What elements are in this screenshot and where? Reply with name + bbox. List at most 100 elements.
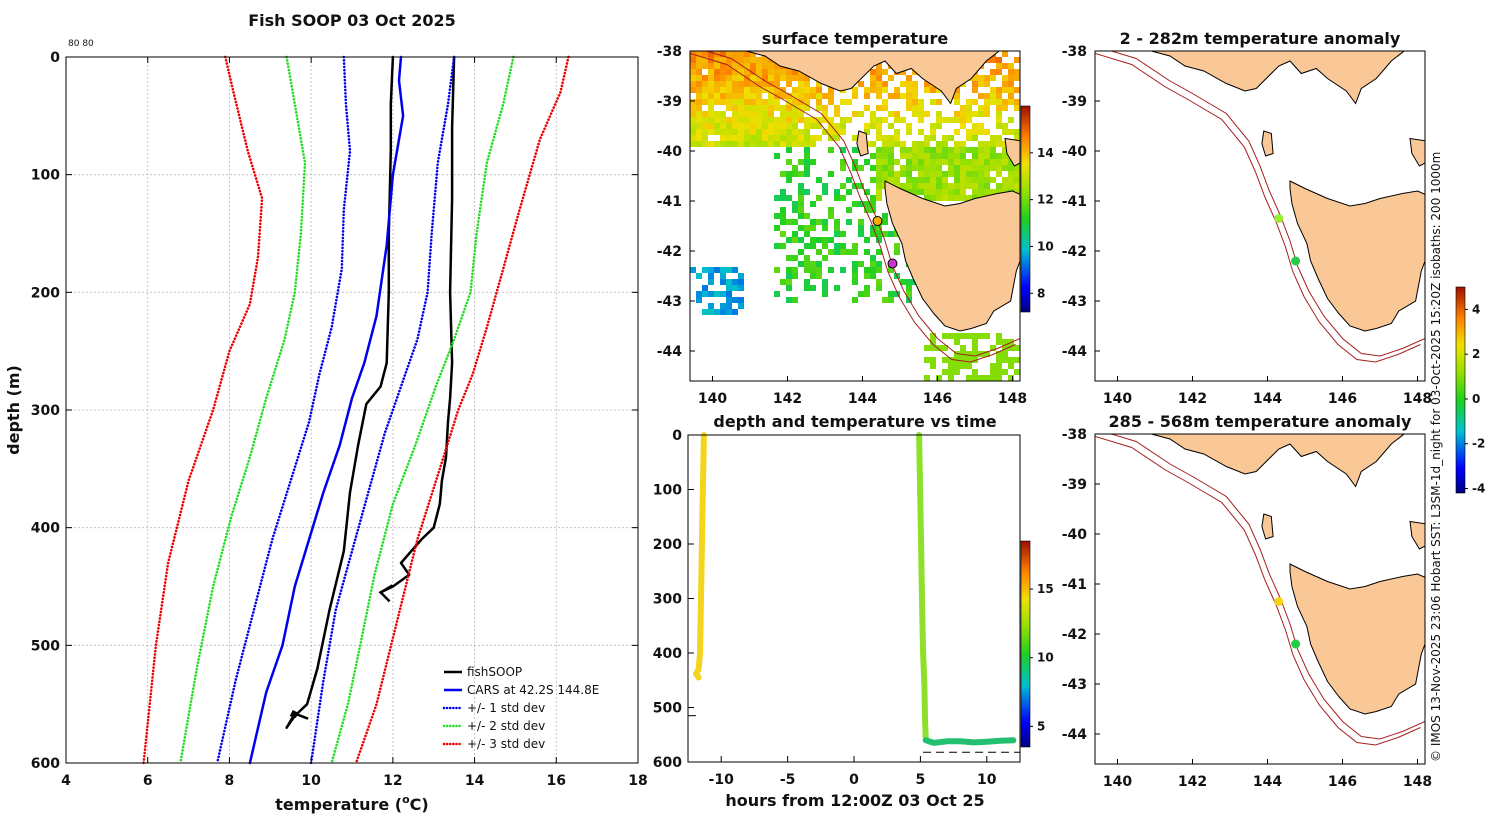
sst-pixel (810, 135, 816, 141)
anomaly-lower-panel: 285 - 568m temperature anomaly 140 142 144… (1062, 412, 1432, 790)
sst-pixel (774, 129, 780, 135)
sst-pixel (888, 123, 894, 129)
sst-pixel (906, 279, 912, 285)
sst-pixel (774, 135, 780, 141)
sst-pixel (972, 99, 978, 105)
sst-pixel (1002, 81, 1008, 87)
sst-pixel (876, 135, 882, 141)
sst-pixel (1002, 159, 1008, 165)
sst-pixel (738, 129, 744, 135)
sst-pixel (732, 87, 738, 93)
sst-pixel (876, 267, 882, 273)
sst-pixel (924, 81, 930, 87)
sst-pixel (822, 255, 828, 261)
profile-xtick-label: 6 (143, 773, 153, 789)
sst-pixel (738, 87, 744, 93)
sst-pixel (696, 111, 702, 117)
sst-pixel (1002, 105, 1008, 111)
sst-pixel (768, 117, 774, 123)
sst-pixel (846, 189, 852, 195)
sst-pixel (798, 183, 804, 189)
map-xtick-label: 148 (998, 391, 1027, 407)
sst-pixel (942, 141, 948, 147)
sst-pixel (954, 99, 960, 105)
sst-pixel (786, 117, 792, 123)
sst-pixel (936, 177, 942, 183)
vic-coast (690, 51, 1020, 105)
sst-pixel (696, 129, 702, 135)
sst-pixel (744, 57, 750, 63)
sst-pixel (1002, 177, 1008, 183)
sst-title: surface temperature (762, 29, 949, 48)
sst-pixel (786, 147, 792, 153)
sst-pixel (948, 363, 954, 369)
sst-pixel (780, 75, 786, 81)
sst-pixel (738, 123, 744, 129)
sst-pixel (948, 195, 954, 201)
sst-pixel (774, 243, 780, 249)
sst-pixel (738, 57, 744, 63)
sst-pixel (984, 99, 990, 105)
sst-pixel (834, 243, 840, 249)
sst-pixel (966, 357, 972, 363)
sst-pixel (720, 57, 726, 63)
sst-pixel (990, 87, 996, 93)
sst-pixel (960, 165, 966, 171)
sst-pixel (750, 135, 756, 141)
sst-pixel (840, 99, 846, 105)
sst-pixel (876, 159, 882, 165)
sst-pixel (918, 177, 924, 183)
sst-pixel (756, 57, 762, 63)
sst-pixel (942, 189, 948, 195)
sst-pixel (966, 177, 972, 183)
sst-pixel (822, 237, 828, 243)
sst-pixel (696, 99, 702, 105)
profile-ytick-label: 100 (31, 168, 60, 184)
sst-pixel (738, 117, 744, 123)
credit-text: © IMOS 13-Nov-2025 23:06 Hobart SST: L3S… (1429, 152, 1443, 762)
sst-pixel (726, 291, 732, 297)
sst-pixel (762, 111, 768, 117)
sst-pixel (972, 165, 978, 171)
sst-pixel (936, 147, 942, 153)
sst-pixel (798, 225, 804, 231)
sst-pixel (792, 165, 798, 171)
sst-pixel (840, 165, 846, 171)
sst-pixel (804, 285, 810, 291)
sst-marker (872, 216, 883, 226)
sst-pixel (876, 231, 882, 237)
sst-pixel (786, 285, 792, 291)
sst-pixel (756, 87, 762, 93)
sst-pixel (972, 87, 978, 93)
sst-pixel (804, 171, 810, 177)
sst-pixel (750, 141, 756, 147)
sst-pixel (810, 141, 816, 147)
sst-map-panel: surface temperature 140 142 144 146 148-38-3… (657, 29, 1054, 407)
sst-pixel (876, 117, 882, 123)
sst-pixel (924, 177, 930, 183)
profile-panel: Fish SOOP 03 Oct 2025 80 80 4 6 8 10 12 14 16 1… (4, 11, 648, 814)
sst-pixel (774, 291, 780, 297)
sst-pixel (882, 99, 888, 105)
sst-pixel (894, 93, 900, 99)
sst-pixel (978, 75, 984, 81)
sst-pixel (696, 297, 702, 303)
sst-pixel (984, 189, 990, 195)
sst-pixel (852, 147, 858, 153)
sst-pixel (798, 189, 804, 195)
sst-pixel (852, 87, 858, 93)
sst-pixel (912, 177, 918, 183)
sst-pixel (912, 93, 918, 99)
sst-pixel (780, 231, 786, 237)
map-ytick-label: -38 (1062, 427, 1087, 443)
sst-pixel (786, 273, 792, 279)
sst-pixel (936, 117, 942, 123)
sst-pixel (720, 291, 726, 297)
sst-pixel (768, 93, 774, 99)
sst-pixel (900, 165, 906, 171)
sst-pixel (780, 207, 786, 213)
sst-pixel (984, 375, 990, 381)
sst-pixel (996, 69, 1002, 75)
sst-pixel (690, 111, 696, 117)
sst-pixel (696, 51, 702, 57)
